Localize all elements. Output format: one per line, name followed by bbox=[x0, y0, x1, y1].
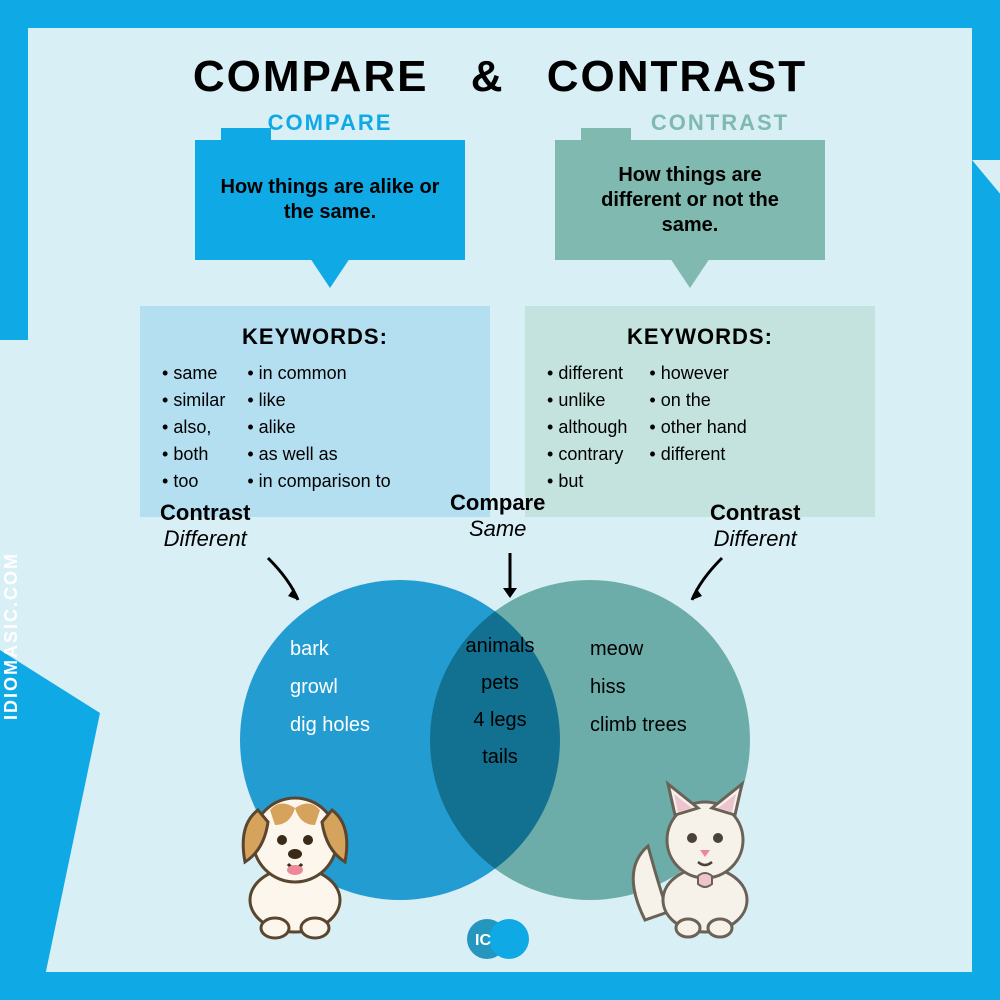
keyword-item: like bbox=[247, 387, 390, 414]
keyword-item: contrary bbox=[547, 441, 627, 468]
keyword-item: in common bbox=[247, 360, 390, 387]
logo-text: IC bbox=[475, 932, 491, 949]
site-url: IDIOMASIC.COM bbox=[1, 552, 22, 720]
contrast-keywords-col1: differentunlikealthoughcontrarybut bbox=[547, 360, 627, 495]
compare-keywords-col1: samesimilaralso,bothtoo bbox=[162, 360, 225, 495]
keyword-item: other hand bbox=[649, 414, 746, 441]
compare-definition-box: How things are alike or the same. bbox=[195, 140, 465, 260]
contrast-definition-text: How things are different or not the same… bbox=[577, 163, 803, 238]
venn-diagram: Contrast Different Compare Same Contrast… bbox=[150, 510, 850, 930]
venn-right-label: Contrast Different bbox=[710, 500, 800, 552]
contrast-definition-box: How things are different or not the same… bbox=[555, 140, 825, 260]
contrast-keywords-heading: KEYWORDS: bbox=[547, 324, 853, 350]
keyword-item: alike bbox=[247, 414, 390, 441]
venn-right-items: meowhissclimb trees bbox=[590, 630, 687, 744]
keyword-item: unlike bbox=[547, 387, 627, 414]
compare-definition-text: How things are alike or the same. bbox=[217, 175, 443, 225]
compare-keywords-box: KEYWORDS: samesimilaralso,bothtoo in com… bbox=[140, 306, 490, 517]
venn-mid-items: animalspets4 legstails bbox=[460, 628, 540, 776]
dog-illustration bbox=[220, 770, 370, 940]
keyword-item: as well as bbox=[247, 441, 390, 468]
keyword-item: also, bbox=[162, 414, 225, 441]
compare-keywords-heading: KEYWORDS: bbox=[162, 324, 468, 350]
keyword-item: similar bbox=[162, 387, 225, 414]
keyword-item: on the bbox=[649, 387, 746, 414]
keyword-item: different bbox=[649, 441, 746, 468]
title-left: COMPARE bbox=[193, 52, 429, 101]
title-ampersand: & bbox=[443, 52, 533, 101]
arrow-left-icon bbox=[260, 550, 320, 610]
title-right: CONTRAST bbox=[547, 52, 807, 101]
keyword-item: both bbox=[162, 441, 225, 468]
page-title: COMPARE & CONTRAST bbox=[0, 52, 1000, 102]
contrast-keywords-col2: howeveron theother handdifferent bbox=[649, 360, 746, 495]
venn-left-items: barkgrowldig holes bbox=[290, 630, 370, 744]
keyword-item: however bbox=[649, 360, 746, 387]
venn-left-label: Contrast Different bbox=[160, 500, 250, 552]
compare-keywords-col2: in commonlikealikeas well asin compariso… bbox=[247, 360, 390, 495]
keyword-item: too bbox=[162, 468, 225, 495]
brand-logo: IC bbox=[465, 914, 535, 964]
venn-mid-label: Compare Same bbox=[450, 490, 545, 542]
keyword-item: same bbox=[162, 360, 225, 387]
keyword-item: but bbox=[547, 468, 627, 495]
keyword-item: although bbox=[547, 414, 627, 441]
keyword-item: different bbox=[547, 360, 627, 387]
cat-illustration bbox=[620, 770, 770, 940]
arrow-right-icon bbox=[670, 550, 730, 610]
contrast-keywords-box: KEYWORDS: differentunlikealthoughcontrar… bbox=[525, 306, 875, 517]
keyword-item: in comparison to bbox=[247, 468, 390, 495]
